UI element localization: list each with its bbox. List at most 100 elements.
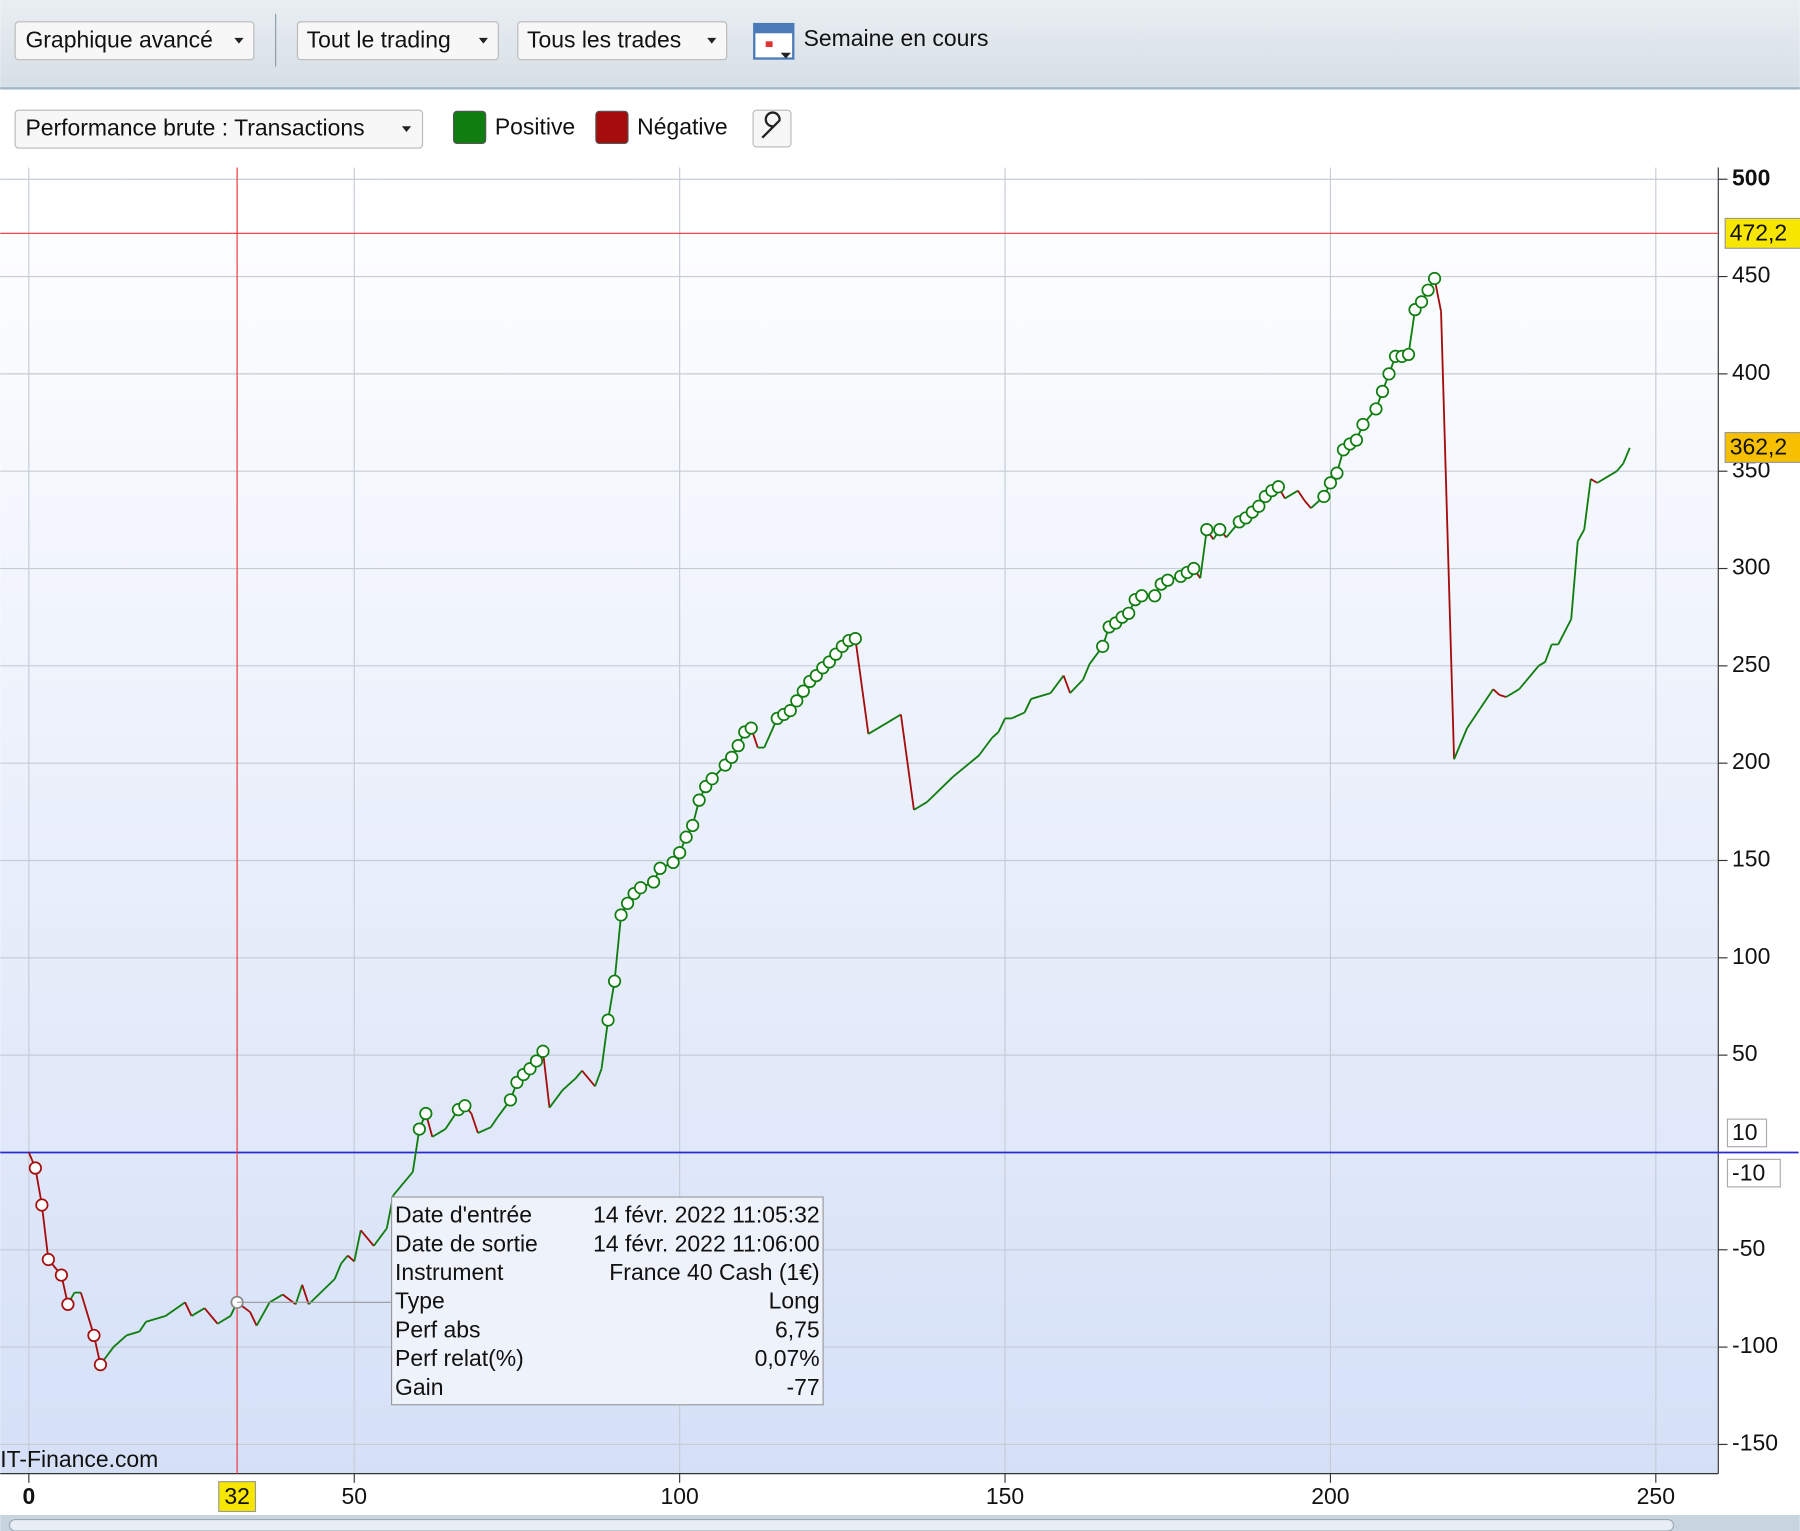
trade-marker	[503, 1093, 518, 1107]
tooltip-key: Gain	[395, 1374, 443, 1400]
equity-segment	[867, 713, 902, 735]
watermark: IT-Finance.com	[0, 1446, 158, 1472]
trade-marker	[1330, 466, 1344, 480]
period-label[interactable]: Semaine en cours	[804, 25, 989, 51]
equity-segment	[1538, 661, 1546, 667]
button-label[interactable]: Tout le trading	[307, 26, 451, 52]
trade-marker	[673, 846, 687, 860]
tooltip-value: Long	[769, 1288, 820, 1314]
button-label[interactable]: Tous les trades	[527, 26, 681, 52]
plot-area	[0, 167, 1719, 1474]
x-tick-label: 100	[661, 1483, 699, 1509]
equity-segment	[1407, 309, 1416, 355]
equity-segment	[308, 1278, 336, 1305]
equity-segment	[470, 1113, 479, 1134]
trade-marker	[529, 1054, 544, 1068]
trade-marker	[731, 739, 745, 753]
legend-swatch	[452, 110, 487, 145]
equity-segment	[112, 1334, 128, 1348]
equity-segment	[392, 1171, 414, 1196]
trade-marker	[1148, 589, 1162, 603]
equity-segment	[40, 1204, 50, 1260]
trade-marker	[412, 1122, 426, 1136]
dropdown-arrow	[707, 37, 717, 44]
equity-segment	[542, 1051, 551, 1108]
button-label[interactable]: Graphique avancé	[25, 26, 212, 52]
legend-label: Négative	[637, 114, 728, 140]
button[interactable]	[14, 21, 255, 61]
trade-marker	[679, 830, 693, 844]
trade-marker	[725, 750, 739, 764]
button[interactable]	[14, 109, 424, 149]
trade-marker	[653, 861, 667, 875]
equity-segment	[1544, 644, 1553, 663]
y-tick-label: -50	[1732, 1235, 1765, 1261]
equity-segment	[899, 714, 915, 811]
equity-segment	[952, 754, 980, 778]
trade-marker	[790, 694, 804, 708]
plot: 0 50 100 150 200 2505004504003503002502001501…	[0, 164, 1800, 1513]
trade-marker	[61, 1297, 75, 1311]
crosshair-label-box	[218, 1481, 257, 1513]
tooltip-value: 14 févr. 2022 11:06:00	[593, 1230, 820, 1256]
calendar-icon[interactable]	[753, 22, 795, 60]
equity-segment	[1303, 499, 1312, 509]
trade-marker	[1096, 639, 1110, 653]
scrollbar-thumb[interactable]	[8, 1518, 1675, 1531]
equity-segment	[411, 1128, 421, 1173]
y-tick-label: 300	[1732, 554, 1770, 580]
x-tick-label: 250	[1637, 1483, 1675, 1509]
equity-segment	[333, 1263, 343, 1280]
trade-marker	[35, 1198, 49, 1212]
trade-marker	[692, 793, 706, 807]
trade-marker	[666, 855, 680, 870]
tooltip	[391, 1196, 824, 1406]
equity-segment	[1505, 688, 1520, 698]
equity-segment	[1596, 474, 1611, 484]
trade-marker	[28, 1161, 42, 1175]
trade-marker	[1401, 347, 1416, 362]
trade-marker	[705, 772, 719, 786]
equity-segment	[600, 1019, 609, 1069]
equity-segment	[80, 1292, 95, 1336]
last-value-label: 362,2	[1730, 434, 1787, 460]
equity-segment	[997, 718, 1006, 733]
trade-marker	[783, 704, 797, 718]
button[interactable]	[296, 21, 499, 61]
legend-swatch	[595, 110, 629, 145]
trade-marker	[1427, 271, 1442, 286]
equity-segment	[294, 1284, 304, 1305]
trade-marker	[1213, 522, 1227, 537]
equity-segment	[431, 1128, 446, 1138]
equity-segment	[1011, 711, 1025, 720]
trade-marker	[620, 896, 635, 910]
equity-segment	[184, 1301, 193, 1317]
dropdown-arrow	[478, 37, 488, 44]
tooltip-key: Instrument	[395, 1259, 504, 1285]
last-value-box	[1724, 431, 1800, 463]
y-tick-label: 50	[1732, 1040, 1758, 1066]
equity-segment	[1583, 478, 1592, 530]
equity-segment	[217, 1315, 232, 1325]
x-tick-label: 50	[341, 1483, 367, 1509]
button[interactable]	[517, 21, 728, 61]
equity-segment	[490, 1116, 499, 1128]
tooltip-key: Perf abs	[395, 1316, 480, 1342]
tooltip-value: 0,07%	[755, 1345, 820, 1371]
crosshair-label: 472,2	[1730, 220, 1787, 246]
button-label[interactable]: Performance brute : Transactions	[25, 115, 364, 141]
equity-segment	[926, 776, 954, 803]
tooltip-key: Date de sortie	[395, 1230, 538, 1256]
trade-marker	[1252, 499, 1266, 513]
trade-marker	[607, 974, 622, 988]
equity-segment	[1453, 727, 1468, 760]
trade-marker	[796, 684, 810, 698]
equity-segment	[1524, 665, 1540, 683]
equity-segment	[1609, 470, 1618, 476]
equity-segment	[1284, 489, 1299, 500]
equity-segment	[373, 1227, 388, 1247]
trade-marker	[458, 1099, 472, 1113]
equity-segment	[991, 731, 1000, 739]
